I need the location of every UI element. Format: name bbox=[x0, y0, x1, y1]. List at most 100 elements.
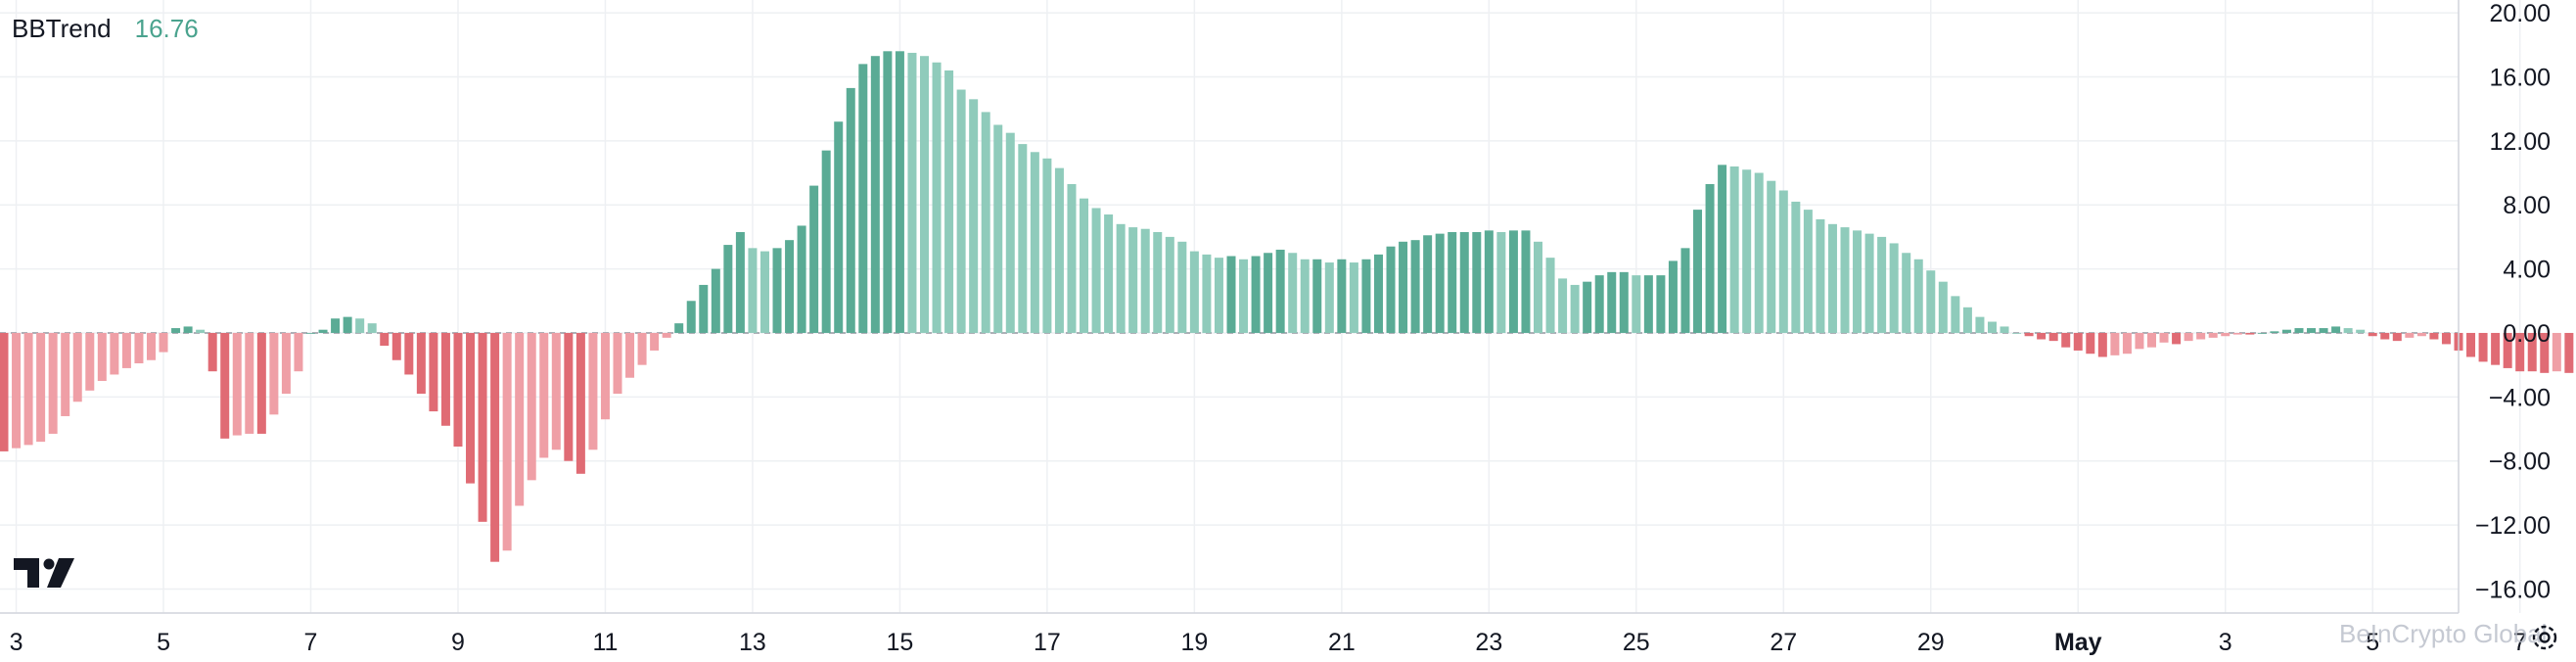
histogram-bars bbox=[0, 51, 2574, 562]
histogram-bar bbox=[269, 332, 279, 415]
histogram-bar bbox=[23, 332, 33, 446]
histogram-bar bbox=[2061, 332, 2071, 348]
histogram-bar bbox=[2416, 332, 2426, 337]
histogram-bar bbox=[699, 284, 709, 333]
histogram-bar bbox=[2147, 332, 2156, 348]
histogram-bar bbox=[551, 332, 561, 450]
tradingview-logo-icon[interactable] bbox=[14, 558, 78, 592]
histogram-bar bbox=[2184, 332, 2193, 342]
histogram-bar bbox=[1913, 259, 1923, 333]
histogram-bar bbox=[1534, 241, 1542, 333]
histogram-bar bbox=[2466, 332, 2476, 357]
histogram-bar bbox=[1803, 210, 1813, 333]
indicator-value: 16.76 bbox=[134, 14, 199, 43]
x-tick-label: 7 bbox=[2513, 629, 2527, 656]
histogram-bar bbox=[2159, 332, 2169, 343]
x-tick-label: May bbox=[2054, 629, 2102, 656]
x-tick-label: 11 bbox=[592, 629, 618, 656]
histogram-bar bbox=[539, 332, 549, 458]
histogram-bar bbox=[1718, 165, 1727, 333]
histogram-bar bbox=[1349, 262, 1358, 333]
histogram-bar bbox=[1668, 260, 1678, 333]
histogram-bar bbox=[502, 332, 512, 551]
histogram-bar bbox=[1423, 235, 1433, 333]
histogram-bar bbox=[343, 316, 352, 333]
histogram-bar bbox=[1987, 321, 1997, 333]
histogram-bar bbox=[1005, 132, 1015, 333]
histogram-bar bbox=[1975, 316, 1985, 333]
histogram-bar bbox=[1877, 236, 1887, 333]
histogram-bar bbox=[711, 268, 720, 333]
histogram-bar bbox=[956, 89, 966, 333]
histogram-bar bbox=[1239, 259, 1249, 333]
histogram-bar bbox=[1472, 231, 1482, 333]
histogram-bar bbox=[2564, 332, 2574, 373]
histogram-bar bbox=[1583, 281, 1592, 333]
histogram-bar bbox=[650, 332, 660, 351]
histogram-bar bbox=[146, 332, 156, 360]
histogram-bar bbox=[1742, 169, 1752, 333]
y-tick-label: −4.00 bbox=[2489, 384, 2551, 411]
histogram-bar bbox=[858, 64, 868, 333]
histogram-bar bbox=[2527, 332, 2537, 372]
histogram-bar bbox=[416, 332, 426, 395]
y-tick-label: 4.00 bbox=[2503, 257, 2551, 284]
histogram-bar bbox=[183, 326, 193, 333]
histogram-bar bbox=[1410, 240, 1420, 333]
histogram-bar bbox=[318, 329, 328, 333]
histogram-bar bbox=[1496, 231, 1506, 333]
histogram-bar bbox=[1521, 230, 1531, 333]
histogram-bar bbox=[281, 332, 291, 395]
histogram-bar bbox=[121, 332, 131, 368]
x-tick-label: 27 bbox=[1770, 629, 1797, 656]
histogram-bar bbox=[1926, 270, 1936, 333]
histogram-bar bbox=[613, 332, 622, 395]
histogram-bar bbox=[355, 318, 365, 333]
histogram-bar bbox=[232, 332, 242, 436]
histogram-bar bbox=[12, 332, 22, 449]
histogram-bar bbox=[2086, 332, 2095, 355]
histogram-bar bbox=[2503, 332, 2512, 368]
histogram-bar bbox=[1607, 271, 1617, 333]
y-axis-tick-labels[interactable]: 20.00 16.00 12.00 8.00 4.00 0.00 −4.00 −8.00 −12… bbox=[2475, 0, 2551, 603]
x-tick-label: 23 bbox=[1475, 629, 1502, 656]
histogram-bar bbox=[2356, 329, 2366, 333]
histogram-bar bbox=[1091, 208, 1101, 333]
histogram-bar bbox=[380, 332, 390, 347]
histogram-bar bbox=[1508, 230, 1518, 333]
histogram-bar bbox=[72, 332, 82, 402]
histogram-bar bbox=[527, 332, 536, 481]
histogram-bar bbox=[2441, 332, 2451, 345]
histogram-bar bbox=[2048, 332, 2058, 342]
histogram-bar bbox=[686, 301, 696, 333]
histogram-bar bbox=[367, 323, 377, 333]
histogram-bar bbox=[429, 332, 438, 412]
histogram-bar bbox=[478, 332, 487, 522]
x-tick-label: 7 bbox=[304, 629, 318, 656]
x-axis-tick-labels[interactable]: 357911131517192123252729May357911 bbox=[10, 629, 2576, 656]
gear-icon[interactable] bbox=[2530, 623, 2559, 657]
x-tick-label: 19 bbox=[1180, 629, 1208, 656]
histogram-bar bbox=[1827, 223, 1837, 333]
indicator-legend[interactable]: BBTrend 16.76 bbox=[12, 14, 199, 44]
histogram-bar bbox=[1435, 233, 1445, 333]
histogram-bar bbox=[1962, 307, 1972, 333]
histogram-bar bbox=[1042, 158, 1052, 333]
x-tick-label: 3 bbox=[10, 629, 23, 656]
histogram-bar bbox=[1251, 256, 1261, 333]
histogram-bar bbox=[1104, 214, 1114, 333]
watermark-text: BeInCrypto Global bbox=[2339, 619, 2548, 648]
histogram-bar bbox=[2172, 332, 2182, 345]
histogram-bar bbox=[993, 124, 1003, 333]
histogram-bar bbox=[748, 248, 758, 333]
histogram-bar bbox=[2429, 332, 2439, 340]
histogram-bar bbox=[2257, 332, 2267, 334]
histogram-bar bbox=[1864, 233, 1874, 333]
histogram-bar bbox=[2221, 332, 2231, 337]
histogram-bar bbox=[97, 332, 107, 382]
histogram-bar bbox=[1189, 251, 1199, 333]
y-tick-label: −16.00 bbox=[2475, 576, 2551, 603]
histogram-bar bbox=[1054, 167, 1064, 333]
histogram-bar bbox=[1902, 253, 1911, 333]
